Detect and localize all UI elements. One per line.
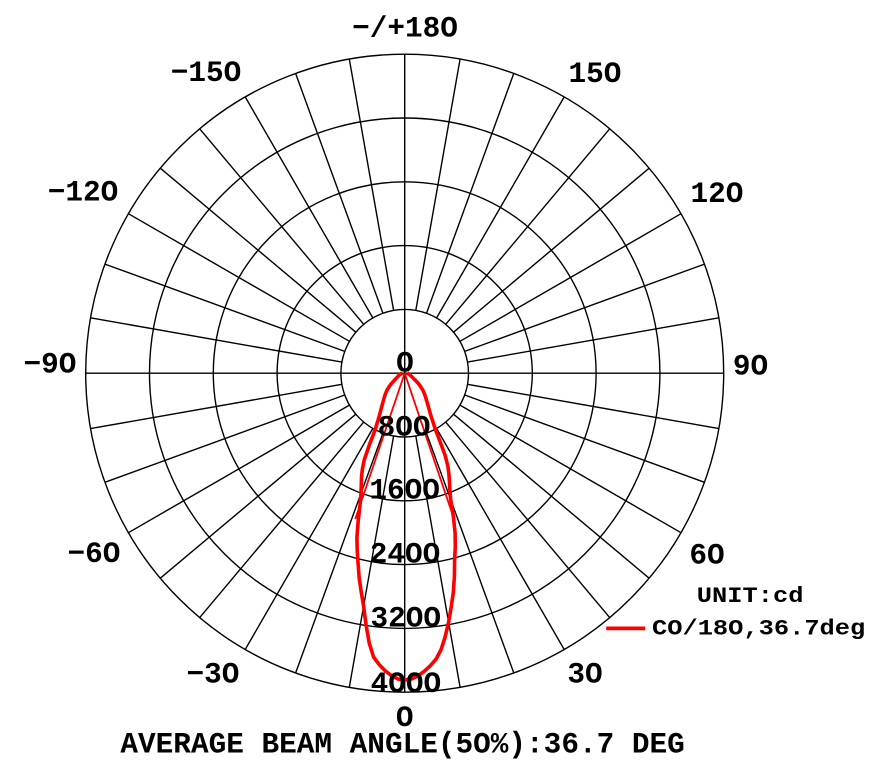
svg-text:16OO: 16OO bbox=[369, 475, 440, 508]
svg-text:O: O bbox=[396, 348, 414, 381]
svg-text:4OOO: 4OOO bbox=[371, 668, 442, 701]
svg-text:6O: 6O bbox=[689, 539, 724, 572]
svg-text:−9O: −9O bbox=[24, 348, 77, 381]
svg-text:15O: 15O bbox=[569, 58, 622, 91]
svg-text:12O: 12O bbox=[691, 178, 744, 211]
svg-text:O: O bbox=[396, 702, 414, 735]
svg-text:32OO: 32OO bbox=[371, 603, 442, 636]
svg-text:8OO: 8OO bbox=[378, 412, 431, 445]
svg-text:9O: 9O bbox=[733, 350, 768, 383]
svg-text:−15O: −15O bbox=[171, 57, 242, 90]
svg-text:−3O: −3O bbox=[187, 659, 240, 692]
svg-text:AVERAGE BEAM ANGLE(5O%):36.7 D: AVERAGE BEAM ANGLE(5O%):36.7 DEG bbox=[120, 728, 684, 761]
svg-text:−/+18O: −/+18O bbox=[352, 12, 458, 45]
svg-text:−6O: −6O bbox=[68, 538, 121, 571]
svg-text:−12O: −12O bbox=[48, 176, 119, 209]
svg-text:24OO: 24OO bbox=[370, 539, 441, 572]
svg-text:UNIT:cd: UNIT:cd bbox=[697, 584, 804, 609]
svg-text:3O: 3O bbox=[567, 658, 602, 691]
svg-text:CO/18O,36.7deg: CO/18O,36.7deg bbox=[652, 617, 865, 642]
